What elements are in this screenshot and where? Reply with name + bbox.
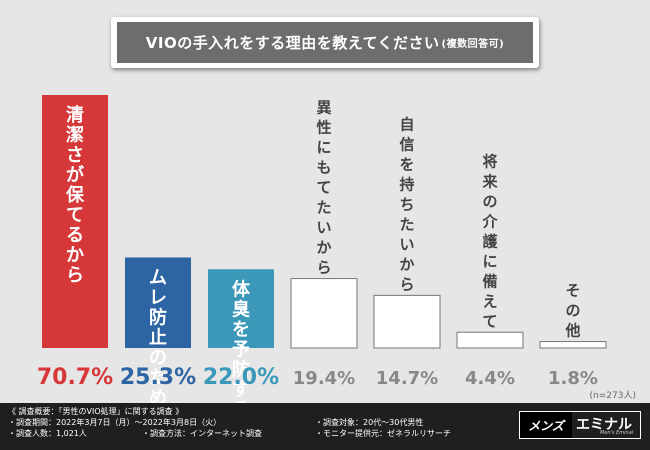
bar-4 <box>290 278 358 349</box>
svg-text:る: る <box>66 225 84 246</box>
svg-text:異: 異 <box>316 99 331 117</box>
svg-text:予: 予 <box>232 339 250 360</box>
svg-text:の: の <box>149 347 167 368</box>
svg-text:の: の <box>565 302 580 320</box>
svg-text:す: す <box>232 379 250 400</box>
svg-text:レ: レ <box>149 287 167 308</box>
svg-text:を: を <box>399 155 414 173</box>
survey-title: 《 調査概要：「男性のVIO処理」に関する調査 》 <box>8 407 184 416</box>
svg-text:性: 性 <box>316 119 331 137</box>
svg-text:が: が <box>66 164 84 186</box>
bar-5 <box>373 294 441 349</box>
chart-title: VIOの手入れをする理由を教えてください (複数回答可) <box>117 22 533 63</box>
svg-text:か: か <box>66 245 84 266</box>
bar-3 <box>208 269 274 348</box>
sample-size-note: (n=273人) <box>589 391 636 401</box>
logo-brand-name: エミナル <box>576 417 632 433</box>
svg-text:来: 来 <box>481 172 498 190</box>
value-label-7: 1.8% <box>548 368 598 389</box>
svg-text:た: た <box>316 199 331 217</box>
bar-label-3: 体臭を予防するため <box>232 278 251 403</box>
survey-method: ・調査方法：インターネット調査 <box>142 429 262 438</box>
logo-tagline: Men's Eminal <box>600 430 634 436</box>
svg-text:護: 護 <box>482 232 498 250</box>
svg-text:臭: 臭 <box>232 298 250 320</box>
svg-text:て: て <box>66 205 84 226</box>
svg-text:ち: ち <box>399 195 414 213</box>
svg-text:て: て <box>316 179 331 197</box>
footer: 《 調査概要：「男性のVIO処理」に関する調査 》 ・調査期間：2022年3月7… <box>0 403 650 450</box>
svg-text:介: 介 <box>481 212 498 230</box>
svg-text:か: か <box>399 255 414 273</box>
bar-2 <box>125 257 191 348</box>
svg-text:ム: ム <box>149 267 167 288</box>
svg-text:そ: そ <box>565 282 580 300</box>
svg-text:め: め <box>149 387 167 403</box>
value-label-3: 22.0% <box>203 365 279 390</box>
survey-target: ・調査対象：20代～30代男性 <box>315 418 424 427</box>
svg-text:ら: ら <box>316 259 331 277</box>
svg-text:防: 防 <box>232 358 250 380</box>
svg-text:る: る <box>232 399 250 403</box>
svg-text:潔: 潔 <box>66 125 84 146</box>
survey-count: ・調査人数：1,021人 <box>8 429 87 438</box>
svg-text:か: か <box>316 239 331 257</box>
svg-text:も: も <box>316 159 331 177</box>
bar-chart: 清潔さが保てるから70.7%ムレ防止のため25.3%体臭を予防するため22.0%… <box>37 95 607 403</box>
chart-title-main: VIOの手入れをする理由を教えてください <box>145 34 440 52</box>
svg-text:ら: ら <box>66 265 84 286</box>
svg-text:た: た <box>399 215 414 233</box>
value-label-5: 14.7% <box>376 368 438 389</box>
svg-text:え: え <box>482 292 497 310</box>
bar-6 <box>456 331 524 349</box>
survey-period: ・調査期間：2022年3月7日（月）～2022年3月8日（火） <box>8 418 222 427</box>
svg-text:信: 信 <box>399 135 414 153</box>
svg-text:の: の <box>482 192 497 210</box>
svg-text:備: 備 <box>482 272 497 290</box>
svg-text:を: を <box>232 319 250 340</box>
svg-text:自: 自 <box>399 115 414 133</box>
svg-text:て: て <box>482 312 497 330</box>
svg-text:他: 他 <box>564 322 580 340</box>
chart-title-sub: (複数回答可) <box>441 39 505 50</box>
bar-7 <box>539 341 607 349</box>
svg-text:持: 持 <box>399 175 414 193</box>
monitor-provider: ・モニター提供元：ゼネラルリサーチ <box>315 429 451 438</box>
value-label-1: 70.7% <box>37 365 113 390</box>
value-label-4: 19.4% <box>293 368 355 389</box>
svg-text:清: 清 <box>66 105 84 126</box>
chart-title-box: VIOの手入れをする理由を教えてください (複数回答可) <box>111 17 539 68</box>
bar-1 <box>42 95 108 348</box>
value-label-6: 4.4% <box>465 368 515 389</box>
svg-text:い: い <box>316 219 331 237</box>
value-label-2: 25.3% <box>120 365 196 390</box>
svg-text:防: 防 <box>149 306 167 328</box>
svg-text:将: 将 <box>482 152 497 170</box>
svg-text:止: 止 <box>149 326 167 348</box>
svg-text:に: に <box>316 139 331 157</box>
svg-text:い: い <box>399 235 414 253</box>
svg-text:保: 保 <box>65 184 85 206</box>
brand-logo: メンズ エミナル Men's Eminal <box>519 411 641 439</box>
svg-text:に: に <box>482 252 497 270</box>
logo-mens: メンズ <box>520 412 572 438</box>
bar-label-7: その他 <box>564 282 580 340</box>
svg-text:体: 体 <box>232 278 251 300</box>
svg-text:さ: さ <box>66 145 84 166</box>
svg-text:た: た <box>149 367 167 388</box>
svg-text:ら: ら <box>399 275 414 293</box>
